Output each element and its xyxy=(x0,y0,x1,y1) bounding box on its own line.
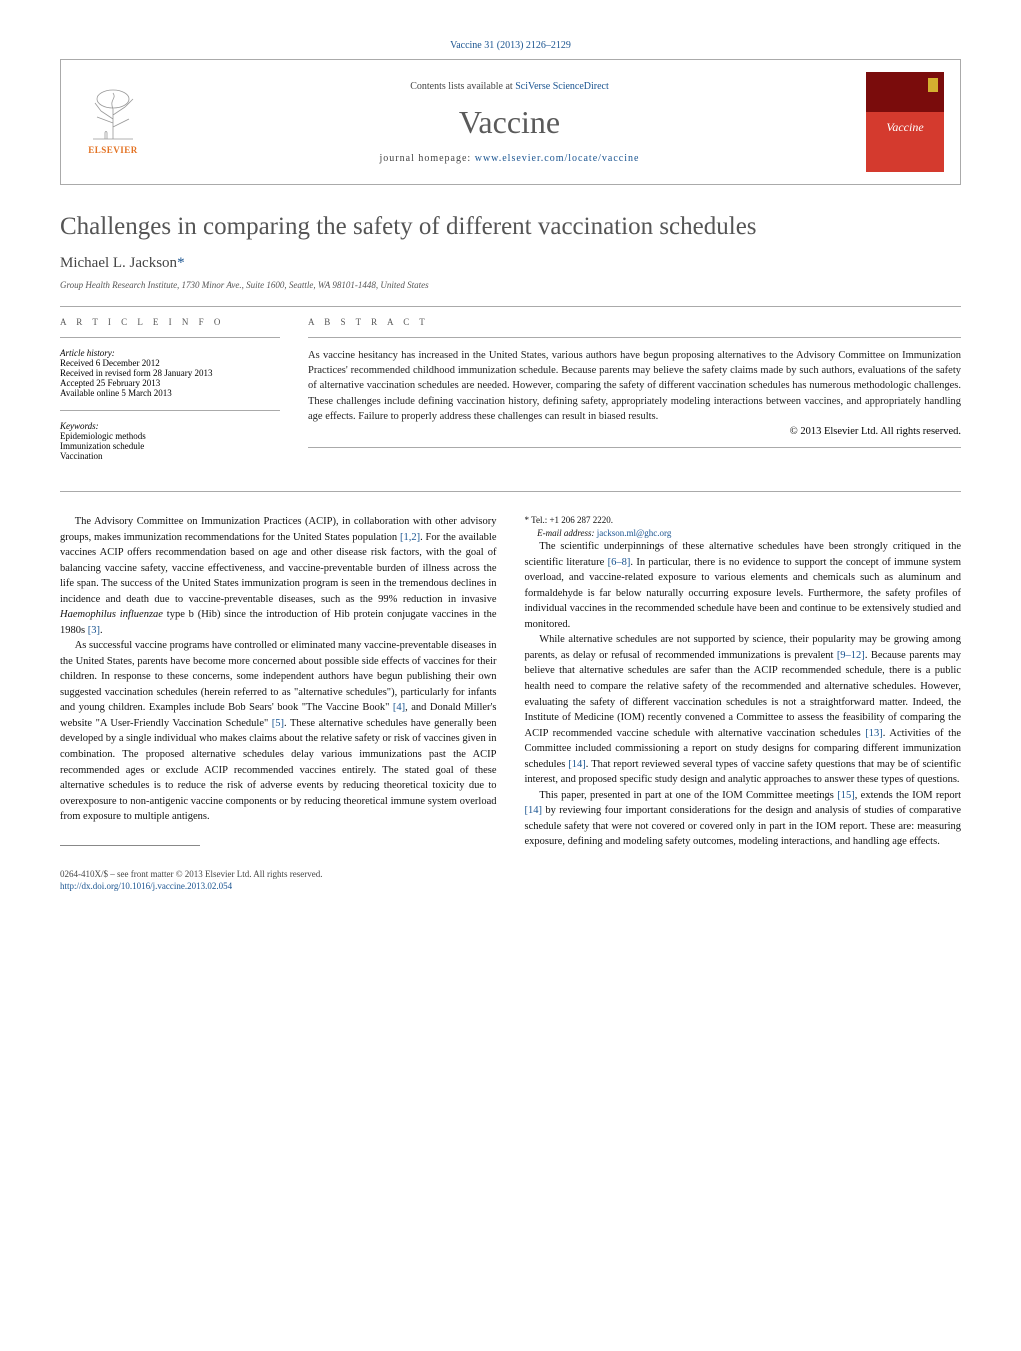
divider xyxy=(60,337,280,338)
citation[interactable]: [1,2] xyxy=(400,532,420,543)
journal-ref-link[interactable]: Vaccine 31 (2013) 2126–2129 xyxy=(450,40,571,51)
article-info: A R T I C L E I N F O Article history: R… xyxy=(60,317,280,473)
body-text: The Advisory Committee on Immunization P… xyxy=(60,514,961,850)
author-line: Michael L. Jackson* xyxy=(60,255,961,272)
body-paragraph: As successful vaccine programs have cont… xyxy=(60,638,497,824)
citation[interactable]: [15] xyxy=(837,790,855,801)
abstract-copyright: © 2013 Elsevier Ltd. All rights reserved… xyxy=(308,426,961,437)
body-paragraph: While alternative schedules are not supp… xyxy=(525,632,962,787)
citation[interactable]: [5] xyxy=(272,718,284,729)
citation[interactable]: [3] xyxy=(88,625,100,636)
keyword: Immunization schedule xyxy=(60,441,280,451)
divider xyxy=(60,491,961,492)
article-title: Challenges in comparing the safety of di… xyxy=(60,213,961,241)
keywords-block: Keywords: Epidemiologic methods Immuniza… xyxy=(60,421,280,461)
divider xyxy=(60,410,280,411)
cover-label: Vaccine xyxy=(886,120,923,135)
history-accepted: Accepted 25 February 2013 xyxy=(60,378,280,388)
keyword: Epidemiologic methods xyxy=(60,431,280,441)
homepage-link[interactable]: www.elsevier.com/locate/vaccine xyxy=(475,153,640,164)
contents-prefix: Contents lists available at xyxy=(410,81,515,92)
info-abstract-row: A R T I C L E I N F O Article history: R… xyxy=(60,317,961,473)
footer: 0264-410X/$ – see front matter © 2013 El… xyxy=(60,868,961,893)
body-paragraph: The Advisory Committee on Immunization P… xyxy=(60,514,497,638)
citation[interactable]: [14] xyxy=(525,805,543,816)
abstract-text: As vaccine hesitancy has increased in th… xyxy=(308,348,961,424)
author-name: Michael L. Jackson xyxy=(60,255,177,271)
header-center: Contents lists available at SciVerse Sci… xyxy=(173,81,846,164)
journal-reference: Vaccine 31 (2013) 2126–2129 xyxy=(60,40,961,51)
divider xyxy=(308,337,961,338)
citation[interactable]: [13] xyxy=(865,728,883,739)
footnotes: * Tel.: +1 206 287 2220. E-mail address:… xyxy=(525,514,962,539)
citation[interactable]: [9–12] xyxy=(837,650,865,661)
homepage-line: journal homepage: www.elsevier.com/locat… xyxy=(173,153,846,164)
abstract-column: A B S T R A C T As vaccine hesitancy has… xyxy=(308,317,961,473)
corresponding-marker: * xyxy=(177,255,185,271)
journal-cover-thumbnail: Vaccine xyxy=(866,72,944,172)
elsevier-tree-icon xyxy=(83,89,143,145)
history-label: Article history: xyxy=(60,348,280,358)
abstract-label: A B S T R A C T xyxy=(308,317,961,327)
history-online: Available online 5 March 2013 xyxy=(60,388,280,398)
affiliation: Group Health Research Institute, 1730 Mi… xyxy=(60,280,961,290)
contents-line: Contents lists available at SciVerse Sci… xyxy=(173,81,846,92)
body-paragraph: The scientific underpinnings of these al… xyxy=(525,539,962,632)
divider xyxy=(60,306,961,307)
email-label: E-mail address: xyxy=(537,528,594,538)
homepage-prefix: journal homepage: xyxy=(380,153,475,164)
corresponding-tel: * Tel.: +1 206 287 2220. xyxy=(525,514,962,527)
keyword: Vaccination xyxy=(60,451,280,461)
article-info-label: A R T I C L E I N F O xyxy=(60,317,280,327)
body-paragraph: This paper, presented in part at one of … xyxy=(525,788,962,850)
divider xyxy=(308,447,961,448)
journal-header: ELSEVIER Contents lists available at Sci… xyxy=(60,59,961,185)
footnote-divider xyxy=(60,845,200,846)
citation[interactable]: [4] xyxy=(393,702,405,713)
journal-title: Vaccine xyxy=(173,104,846,141)
history-revised: Received in revised form 28 January 2013 xyxy=(60,368,280,378)
elsevier-logo: ELSEVIER xyxy=(77,84,149,160)
history-received: Received 6 December 2012 xyxy=(60,358,280,368)
keywords-label: Keywords: xyxy=(60,421,280,431)
author-email-link[interactable]: jackson.ml@ghc.org xyxy=(597,528,672,538)
history-block: Article history: Received 6 December 201… xyxy=(60,348,280,398)
sciencedirect-link[interactable]: SciVerse ScienceDirect xyxy=(515,81,609,92)
citation[interactable]: [6–8] xyxy=(608,557,631,568)
footer-copyright: 0264-410X/$ – see front matter © 2013 El… xyxy=(60,868,961,881)
citation[interactable]: [14] xyxy=(568,759,586,770)
elsevier-label: ELSEVIER xyxy=(88,145,138,155)
doi-link[interactable]: http://dx.doi.org/10.1016/j.vaccine.2013… xyxy=(60,881,232,891)
